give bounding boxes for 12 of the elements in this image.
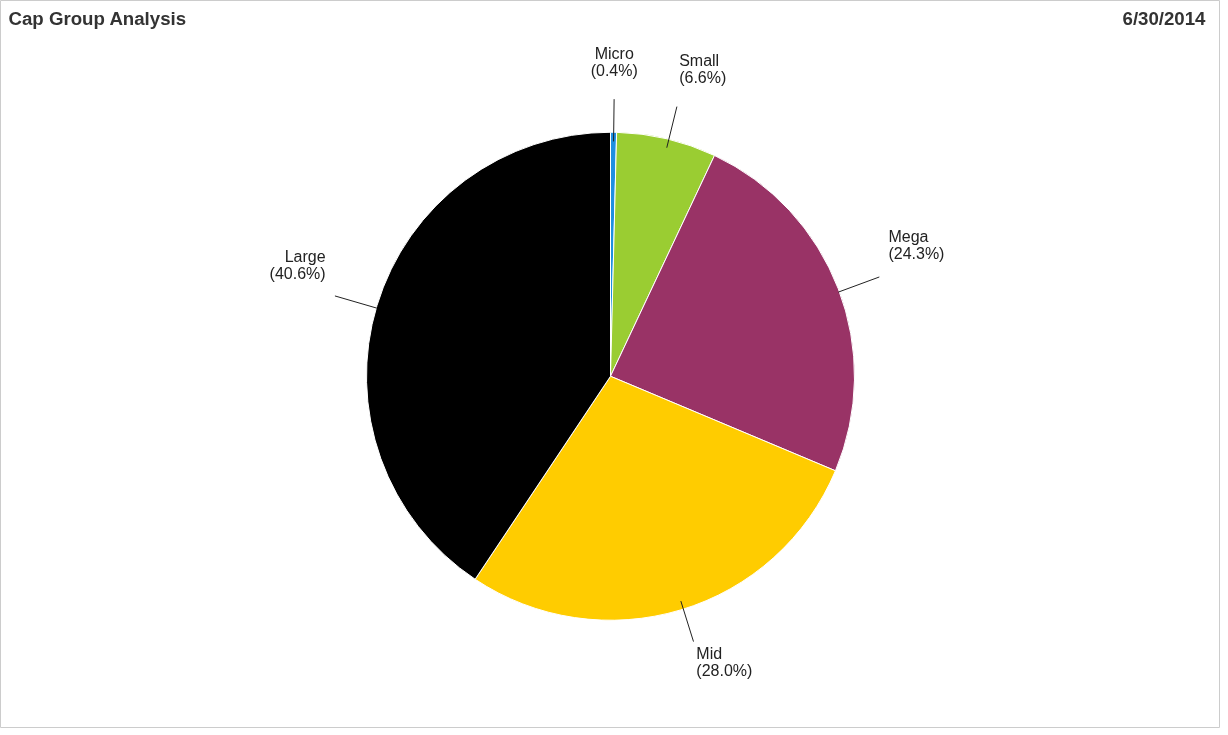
slice-label: Large (284, 248, 326, 266)
data-label: (24.3%) (888, 245, 945, 263)
data-label: (28.0%) (696, 662, 753, 680)
data-label: (0.4%) (590, 61, 638, 79)
text: 6/30/2014 (1122, 7, 1207, 29)
slice-label: Mega (888, 228, 929, 246)
slice-label: Small (679, 52, 720, 70)
slice-label: Micro (594, 44, 634, 62)
data-label: (6.6%) (679, 69, 727, 87)
data-label: (40.6%) (269, 265, 326, 283)
text: Cap Group Analysis (8, 7, 187, 29)
slice-label: Mid (696, 645, 723, 663)
